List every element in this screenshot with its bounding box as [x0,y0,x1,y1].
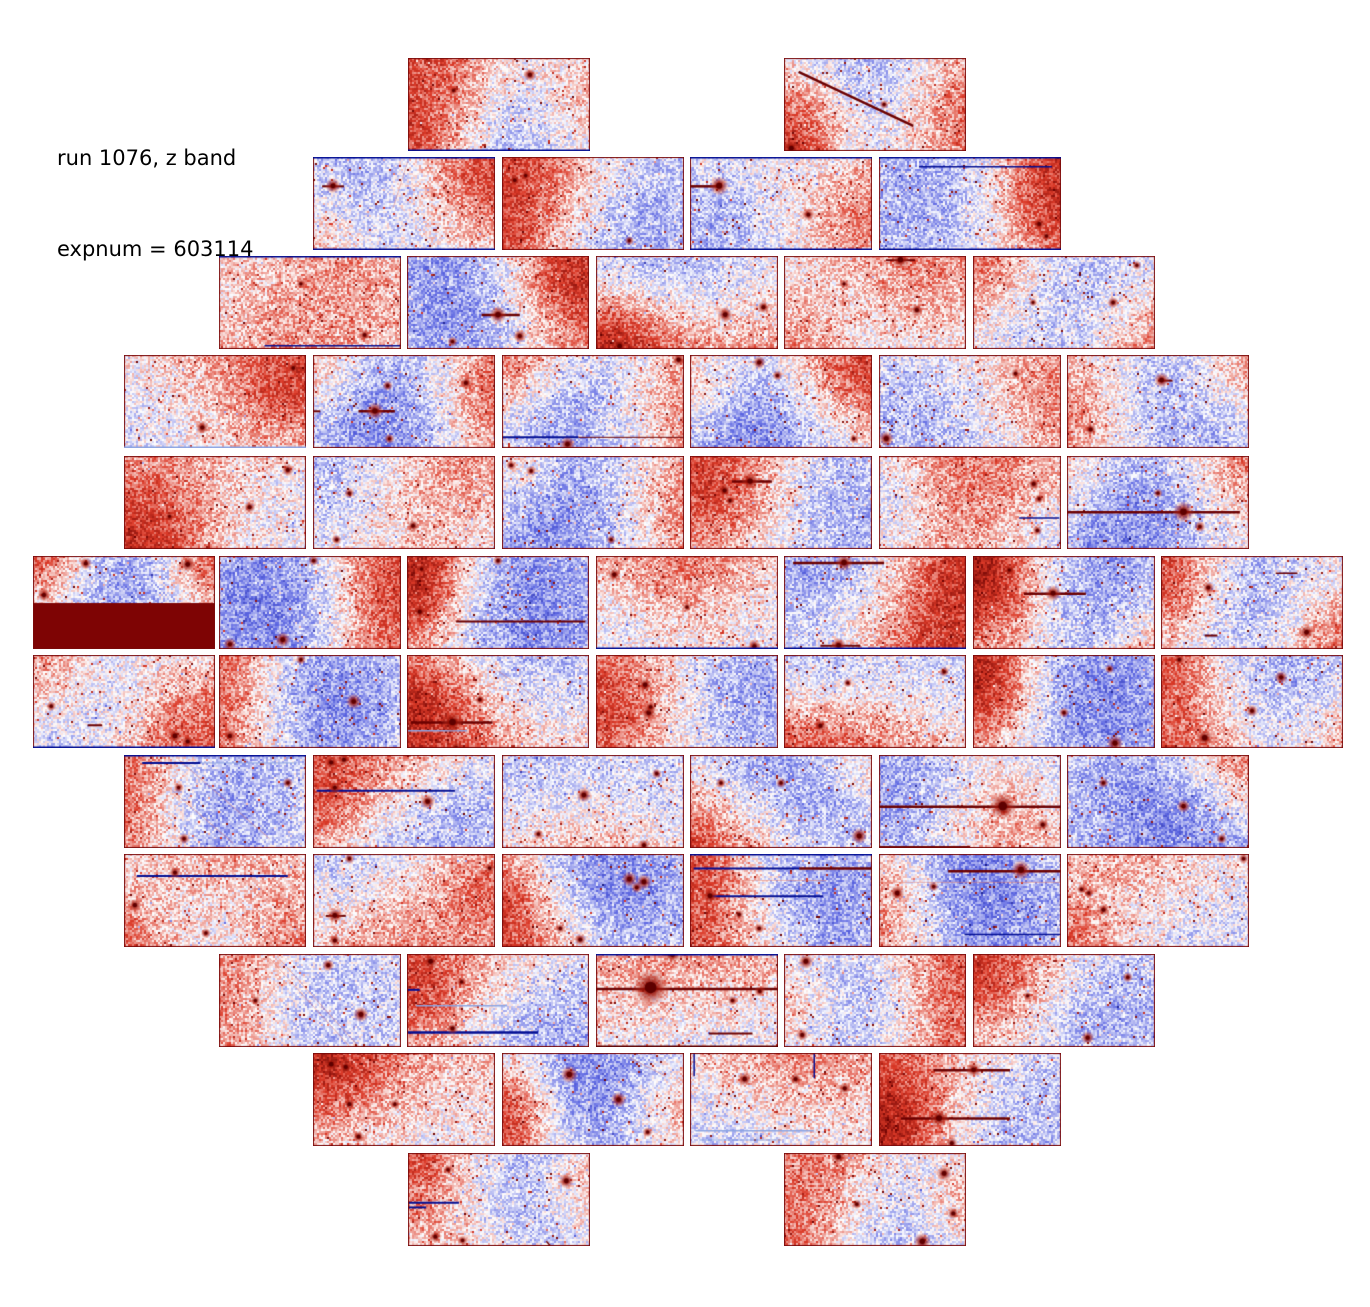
ccd-image [313,1053,495,1146]
ccd-image [407,556,589,649]
ccd-image [879,355,1061,448]
figure-title-line1: run 1076, z band [57,145,237,170]
ccd-image [124,355,306,448]
ccd-image [1161,655,1343,748]
ccd-image [596,954,778,1047]
ccd-image [219,556,401,649]
ccd-image [879,854,1061,947]
ccd-image [313,456,495,549]
ccd-image [596,256,778,349]
ccd-image [313,157,495,250]
ccd-image [690,1053,872,1146]
ccd-image [784,556,966,649]
ccd-image [879,157,1061,250]
ccd-image [219,954,401,1047]
ccd-image [502,157,684,250]
ccd-image [313,755,495,848]
ccd-image [1067,854,1249,947]
ccd-image [879,456,1061,549]
figure-title: run 1076, z band expnum = 603114 [57,82,254,326]
ccd-image [124,456,306,549]
ccd-image [33,556,215,649]
ccd-image [690,854,872,947]
ccd-image [973,556,1155,649]
ccd-image [408,58,590,151]
ccd-image [33,655,215,748]
ccd-image [690,755,872,848]
ccd-image [1067,355,1249,448]
ccd-image [502,854,684,947]
figure-title-line2: expnum = 603114 [57,237,254,262]
ccd-image [1161,556,1343,649]
ccd-image [784,954,966,1047]
ccd-image [690,157,872,250]
ccd-image [313,355,495,448]
ccd-image [1067,755,1249,848]
ccd-image [973,655,1155,748]
ccd-image [973,954,1155,1047]
ccd-image [784,256,966,349]
ccd-image [1067,456,1249,549]
ccd-image [407,256,589,349]
ccd-image [219,655,401,748]
ccd-image [879,755,1061,848]
ccd-image [784,1153,966,1246]
ccd-image [407,655,589,748]
ccd-image [502,755,684,848]
ccd-image [784,655,966,748]
ccd-image [408,1153,590,1246]
ccd-image [219,256,401,349]
ccd-image [973,256,1155,349]
ccd-image [596,655,778,748]
ccd-image [690,456,872,549]
ccd-image [596,556,778,649]
ccd-image [784,58,966,151]
ccd-image [690,355,872,448]
ccd-image [502,355,684,448]
ccd-image [407,954,589,1047]
ccd-image [124,755,306,848]
ccd-image [124,854,306,947]
ccd-image [313,854,495,947]
ccd-image [502,456,684,549]
ccd-image [879,1053,1061,1146]
ccd-image [502,1053,684,1146]
